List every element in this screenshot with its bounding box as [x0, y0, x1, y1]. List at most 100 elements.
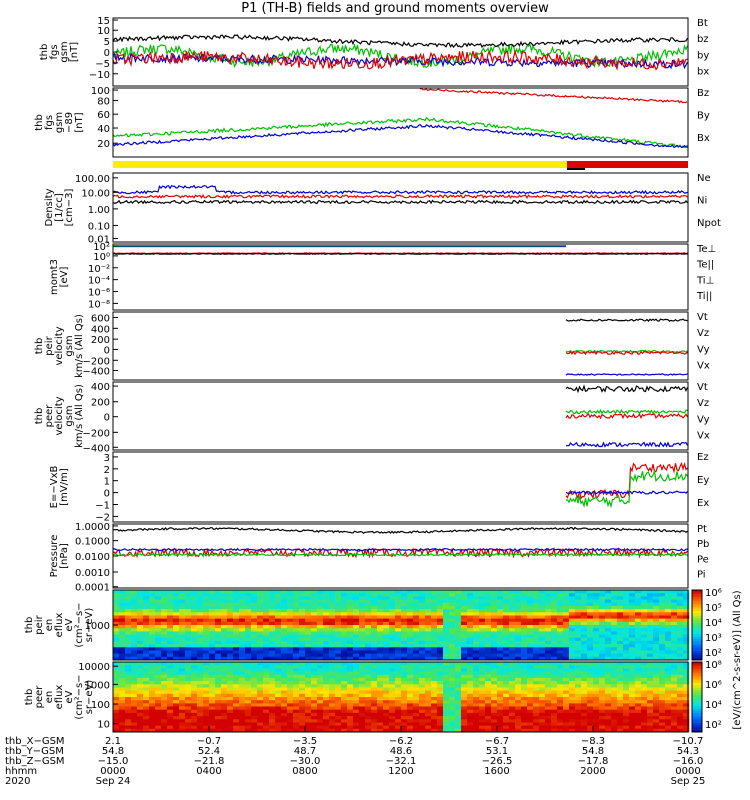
spectrogram-cell — [599, 609, 606, 613]
spectrogram-cell — [323, 599, 330, 603]
spectrogram-cell — [605, 665, 612, 669]
spectrogram-cell — [251, 647, 258, 651]
spectrogram-cell — [539, 668, 546, 672]
spectrogram-cell — [677, 656, 684, 661]
spectrogram-cell — [383, 712, 390, 717]
spectrogram-cell — [485, 640, 492, 645]
spectrogram-cell — [227, 625, 234, 629]
spectrogram-cell — [623, 590, 630, 594]
spectrogram-cell — [329, 668, 336, 672]
spectrogram-cell — [443, 656, 450, 661]
spectrogram-cell — [185, 590, 192, 594]
spectrogram-cell — [611, 621, 618, 626]
spectrogram-cell — [131, 615, 138, 619]
spectrogram-cell — [611, 637, 618, 642]
spectrogram-cell — [155, 634, 162, 638]
spectrogram-cell — [371, 596, 378, 600]
spectrogram-cell — [449, 684, 456, 688]
spectrogram-cell — [137, 599, 144, 603]
spectrogram-cell — [629, 637, 636, 642]
spectrogram-cell — [275, 716, 282, 720]
spectrogram-cell — [221, 671, 228, 675]
spectrogram-cell — [125, 625, 132, 629]
spectrogram-cell — [497, 693, 504, 698]
spectrogram-cell — [377, 681, 384, 685]
spectrogram-cell — [221, 668, 228, 672]
spectrogram-cell — [497, 625, 504, 629]
spectrogram-cell — [203, 637, 210, 642]
spectrogram-cell — [131, 628, 138, 632]
spectrogram-cell — [191, 693, 198, 698]
spectrogram-cell — [581, 656, 588, 661]
spectrogram-cell — [365, 700, 372, 704]
spectrogram-cell — [239, 693, 246, 698]
spectrogram-cell — [671, 697, 678, 701]
spectrogram-cell — [671, 612, 678, 616]
spectrogram-cell — [179, 665, 186, 669]
spectrogram-cell — [629, 665, 636, 669]
spectrogram-cell — [671, 644, 678, 648]
spectrogram-cell — [611, 700, 618, 704]
spectrogram-cell — [119, 716, 126, 720]
spectrogram-cell — [671, 725, 678, 730]
spectrogram-cell — [437, 681, 444, 685]
spectrogram-cell — [551, 671, 558, 675]
orbit-value-z: −15.0 — [98, 756, 129, 767]
spectrogram-cell — [359, 709, 366, 714]
spectrogram-cell — [239, 690, 246, 695]
spectrogram-cell — [119, 621, 126, 626]
spectrogram-cell — [581, 650, 588, 654]
spectrogram-cell — [413, 599, 420, 603]
spectrogram-cell — [347, 662, 354, 666]
spectrogram-cell — [467, 703, 474, 707]
spectrogram-cell — [245, 674, 252, 679]
y-tick-label: 5 — [104, 37, 110, 48]
spectrogram-cell — [527, 644, 534, 648]
spectrogram-cell — [635, 647, 642, 651]
spectrogram-cell — [443, 684, 450, 688]
spectrogram-cell — [467, 693, 474, 698]
spectrogram-cell — [551, 621, 558, 626]
spectrogram-cell — [293, 690, 300, 695]
spectrogram-cell — [299, 662, 306, 666]
spectrogram-cell — [359, 677, 366, 682]
spectrogram-cell — [425, 590, 432, 594]
spectrogram-cell — [647, 687, 654, 691]
y-axis-label-line: peer — [34, 685, 45, 709]
spectrogram-cell — [641, 631, 648, 635]
spectrogram-cell — [521, 590, 528, 594]
spectrogram-cell — [551, 700, 558, 704]
spectrogram-cell — [431, 716, 438, 720]
spectrogram-cell — [167, 728, 174, 733]
spectrogram-cell — [365, 668, 372, 672]
legend-vz: Vz — [697, 398, 709, 409]
spectrogram-cell — [155, 690, 162, 695]
spectrogram-cell — [287, 640, 294, 645]
spectrogram-cell — [173, 593, 180, 597]
spectrogram-cell — [473, 599, 480, 603]
spectrogram-cell — [467, 674, 474, 679]
spectrogram-cell — [191, 593, 198, 597]
spectrogram-cell — [515, 605, 522, 610]
spectrogram-cell — [527, 662, 534, 666]
spectrogram-cell — [371, 637, 378, 642]
spectrogram-cell — [515, 640, 522, 645]
colorbar-cell — [692, 687, 702, 691]
spectrogram-cell — [167, 719, 174, 723]
spectrogram-cell — [299, 631, 306, 635]
spectrogram-cell — [275, 693, 282, 698]
spectrogram-cell — [323, 700, 330, 704]
spectrogram-cell — [653, 722, 660, 726]
spectrogram-cell — [347, 599, 354, 603]
spectrogram-cell — [599, 625, 606, 629]
spectrogram-cell — [191, 703, 198, 707]
spectrogram-cell — [341, 634, 348, 638]
spectrogram-cell — [581, 684, 588, 688]
spectrogram-cell — [419, 690, 426, 695]
spectrogram-cell — [431, 709, 438, 714]
spectrogram-cell — [215, 703, 222, 707]
colorbar-cell — [692, 648, 702, 651]
spectrogram-cell — [485, 650, 492, 654]
spectrogram-cell — [365, 593, 372, 597]
